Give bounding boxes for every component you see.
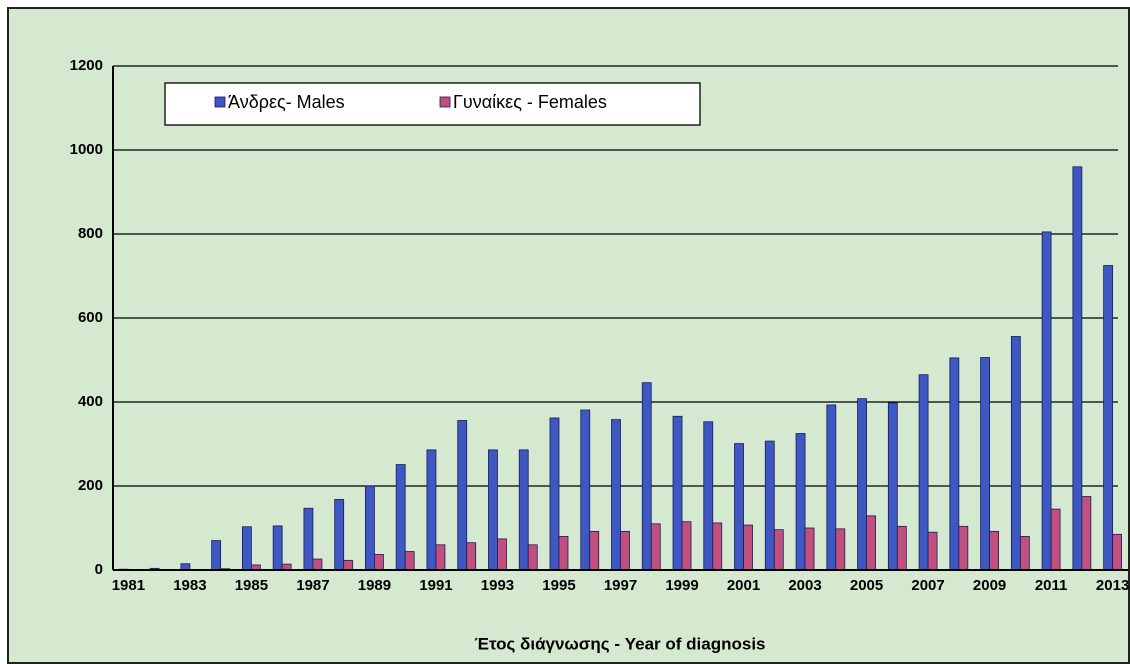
bar <box>466 542 477 571</box>
y-tick-label: 200 <box>78 477 103 494</box>
bar <box>896 525 907 571</box>
x-tick-label: 1981 <box>112 577 145 594</box>
bar <box>804 527 815 571</box>
bar <box>712 522 723 571</box>
y-tick-label: 0 <box>95 561 103 578</box>
bar <box>672 415 683 571</box>
x-tick-label: 1985 <box>235 577 268 594</box>
x-tick-label: 2005 <box>850 577 883 594</box>
bar <box>457 420 468 571</box>
bar <box>734 443 744 571</box>
bar <box>826 404 837 571</box>
bar <box>681 521 692 571</box>
x-tick-label: 1983 <box>173 577 206 594</box>
bar <box>1041 231 1052 571</box>
y-tick-label: 1200 <box>70 57 103 74</box>
x-tick-label: 1999 <box>665 577 698 594</box>
x-tick-label: 1995 <box>542 577 575 594</box>
bar <box>620 530 630 571</box>
y-tick-label: 400 <box>78 393 103 410</box>
x-tick-label: 2003 <box>788 577 821 594</box>
bar <box>641 382 652 571</box>
bar <box>303 507 314 571</box>
bar <box>773 529 784 571</box>
bar <box>580 409 591 571</box>
x-tick-label: 2001 <box>727 577 760 594</box>
bar <box>1050 508 1061 571</box>
bar <box>312 558 323 571</box>
x-tick-label: 1989 <box>358 577 391 594</box>
bar <box>989 530 999 571</box>
bar <box>1081 496 1092 571</box>
x-tick-label: 1987 <box>296 577 329 594</box>
x-axis-title: Έτος διάγνωσης - Year of diagnosis <box>474 634 765 653</box>
x-tick-label: 2013 <box>1096 577 1129 594</box>
bar <box>343 559 354 571</box>
bar <box>866 515 876 571</box>
legend-swatch <box>214 96 226 108</box>
bar <box>558 536 569 571</box>
bar <box>272 525 283 571</box>
y-tick-label: 1000 <box>70 141 103 158</box>
bar <box>703 421 714 571</box>
bar <box>426 449 437 571</box>
bar <box>374 554 384 571</box>
bar <box>918 374 929 571</box>
bar <box>927 531 938 571</box>
bar <box>589 530 600 571</box>
bar <box>395 464 406 571</box>
bar <box>365 485 375 571</box>
legend-label: Γυναίκες - Females <box>453 92 607 112</box>
x-tick-label: 1997 <box>604 577 637 594</box>
bar <box>857 398 867 571</box>
y-tick-label: 600 <box>78 309 103 326</box>
bar <box>334 499 345 571</box>
bar <box>497 538 507 571</box>
bar <box>650 523 661 571</box>
bar <box>404 551 415 571</box>
bar <box>764 440 775 571</box>
x-tick-label: 1991 <box>419 577 452 594</box>
bar <box>795 433 806 571</box>
legend-label: Άνδρες- Males <box>228 92 345 112</box>
bar <box>1103 265 1114 571</box>
bar <box>549 417 560 571</box>
x-tick-label: 2009 <box>973 577 1006 594</box>
bar <box>242 526 252 571</box>
bar <box>949 357 960 571</box>
bar <box>958 525 969 571</box>
bar <box>435 544 446 571</box>
bar <box>211 540 222 571</box>
bar <box>1112 533 1123 571</box>
x-tick-label: 2011 <box>1035 577 1068 594</box>
bar <box>887 402 898 571</box>
bar <box>980 357 990 571</box>
legend-swatch <box>439 96 451 108</box>
bar <box>1010 336 1021 571</box>
bar <box>743 524 753 571</box>
bar <box>611 419 621 571</box>
bar <box>527 544 538 571</box>
bar <box>1019 536 1030 571</box>
bar <box>1072 166 1083 571</box>
y-tick-label: 800 <box>78 225 103 242</box>
legend-box <box>164 82 701 126</box>
bar <box>518 449 529 571</box>
x-tick-label: 2007 <box>911 577 944 594</box>
bar <box>488 449 498 571</box>
bar <box>835 528 846 571</box>
x-tick-label: 1993 <box>481 577 514 594</box>
